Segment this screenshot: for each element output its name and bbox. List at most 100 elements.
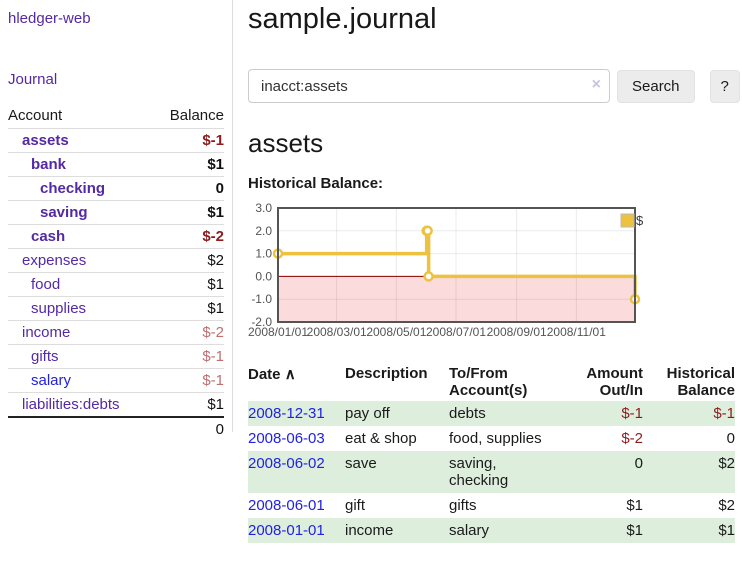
account-balance: $2 — [207, 252, 224, 269]
register-table: Date ∧ Description To/From Account(s) Am… — [248, 363, 735, 543]
account-row: salary $-1 — [8, 368, 224, 392]
svg-text:0.0: 0.0 — [255, 269, 272, 283]
clear-search-icon[interactable]: × — [591, 76, 601, 93]
transaction-date-link[interactable]: 2008-06-02 — [248, 455, 325, 472]
account-row: assets $-1 — [8, 128, 224, 152]
transaction-description: gift — [345, 497, 366, 514]
account-row: gifts $-1 — [8, 344, 224, 368]
transaction-row[interactable]: 2008-06-01 gift gifts $1 $2 — [248, 493, 735, 518]
account-link-liabilities-debts[interactable]: liabilities:debts — [22, 396, 120, 413]
account-link-bank[interactable]: bank — [31, 156, 67, 173]
account-row: checking 0 — [8, 176, 224, 200]
account-link-checking[interactable]: checking — [40, 180, 106, 197]
account-balance: $1 — [207, 156, 224, 173]
account-row: income $-2 — [8, 320, 224, 344]
description-column-header: Description — [345, 365, 428, 382]
transaction-accounts: salary — [449, 522, 490, 539]
transaction-row[interactable]: 2008-06-03 eat & shop food, supplies $-2… — [248, 426, 735, 451]
chart-title: Historical Balance: — [248, 175, 384, 192]
transaction-description: eat & shop — [345, 430, 417, 447]
transaction-amount: 0 — [634, 455, 643, 472]
transaction-date-link[interactable]: 2008-06-03 — [248, 430, 325, 447]
account-balance: $-2 — [202, 228, 224, 245]
account-balance: $1 — [207, 276, 224, 293]
transaction-row[interactable]: 2008-12-31 pay off debts $-1 $-1 — [248, 401, 735, 426]
account-column-header: Account — [8, 107, 63, 124]
account-link-salary[interactable]: salary — [31, 372, 72, 389]
transaction-row[interactable]: 2008-01-01 income salary $1 $1 — [248, 518, 735, 543]
account-link-supplies[interactable]: supplies — [31, 300, 87, 317]
legend-swatch — [620, 213, 635, 228]
balance-column-header: Historical Balance — [666, 365, 735, 399]
account-balance: $-1 — [202, 348, 224, 365]
transaction-balance: $-1 — [713, 405, 735, 422]
account-row: expenses $2 — [8, 248, 224, 272]
account-balance: 0 — [215, 180, 224, 197]
transaction-accounts: food, supplies — [449, 430, 542, 447]
svg-text:2008/09/01: 2008/09/01 — [487, 325, 547, 339]
account-row: saving $1 — [8, 200, 224, 224]
transaction-amount: $-2 — [621, 430, 643, 447]
svg-text:2008/07/01: 2008/07/01 — [426, 325, 486, 339]
date-column-header[interactable]: Date ∧ — [248, 366, 296, 383]
search-button[interactable]: Search — [617, 69, 695, 103]
svg-text:2.0: 2.0 — [255, 224, 272, 238]
account-column-header: To/From Account(s) — [449, 365, 528, 399]
account-link-saving[interactable]: saving — [40, 204, 88, 221]
transaction-amount: $-1 — [621, 405, 643, 422]
account-row: cash $-2 — [8, 224, 224, 248]
account-link-gifts[interactable]: gifts — [31, 348, 59, 365]
accounts-tree: Account Balance assets $-1 bank $1 check… — [8, 104, 224, 441]
transaction-description: save — [345, 455, 377, 472]
transaction-date-link[interactable]: 2008-01-01 — [248, 522, 325, 539]
account-balance: $1 — [207, 396, 224, 413]
main-content: sample.journal × Search ? assets Histori… — [248, 0, 742, 543]
account-row: supplies $1 — [8, 296, 224, 320]
search-input[interactable] — [248, 69, 610, 103]
account-link-food[interactable]: food — [31, 276, 61, 293]
account-link-expenses[interactable]: expenses — [22, 252, 87, 269]
sort-ascending-icon: ∧ — [284, 366, 296, 383]
account-link-cash[interactable]: cash — [31, 228, 66, 245]
search-form: × Search ? — [248, 69, 742, 103]
transaction-description: income — [345, 522, 394, 539]
page-title: sample.journal — [248, 3, 437, 35]
transaction-row[interactable]: 2008-06-02 save saving, checking 0 $2 — [248, 451, 735, 493]
account-balance: $-2 — [202, 324, 224, 341]
transaction-balance: $2 — [718, 455, 735, 472]
svg-text:2008/05/01: 2008/05/01 — [366, 325, 426, 339]
transaction-amount: $1 — [626, 497, 643, 514]
account-heading: assets — [248, 128, 324, 158]
account-link-assets[interactable]: assets — [22, 132, 69, 149]
account-balance: $-1 — [202, 372, 224, 389]
transaction-accounts: saving, checking — [449, 455, 509, 489]
transaction-amount: $1 — [626, 522, 643, 539]
transaction-balance: 0 — [726, 430, 735, 447]
legend-label: $ — [636, 213, 644, 228]
app-brand-link[interactable]: hledger-web — [8, 10, 91, 27]
svg-text:3.0: 3.0 — [255, 201, 272, 215]
account-balance: $1 — [207, 204, 224, 221]
sidebar-item-journal[interactable]: Journal — [8, 71, 58, 88]
transaction-balance: $1 — [718, 522, 735, 539]
transaction-date-link[interactable]: 2008-12-31 — [248, 405, 325, 422]
account-balance: $1 — [207, 300, 224, 317]
accounts-total-row: 0 — [8, 416, 224, 441]
sidebar: hledger-web Journal Account Balance asse… — [0, 0, 233, 438]
help-button[interactable]: ? — [709, 69, 740, 103]
transaction-balance: $2 — [718, 497, 735, 514]
account-link-income[interactable]: income — [22, 324, 71, 341]
svg-text:-1.0: -1.0 — [251, 292, 272, 306]
balance-column-header: Balance — [169, 107, 224, 124]
transaction-description: pay off — [345, 405, 390, 422]
svg-text:2008/11/01: 2008/11/01 — [547, 325, 606, 339]
transaction-date-link[interactable]: 2008-06-01 — [248, 497, 325, 514]
svg-text:2008/03/01: 2008/03/01 — [307, 325, 367, 339]
svg-text:1.0: 1.0 — [255, 247, 272, 261]
accounts-total-balance: 0 — [215, 421, 224, 438]
account-balance: $-1 — [202, 132, 224, 149]
register-header-row: Date ∧ Description To/From Account(s) Am… — [248, 363, 735, 401]
account-row: food $1 — [8, 272, 224, 296]
svg-text:-2.0: -2.0 — [251, 315, 272, 329]
